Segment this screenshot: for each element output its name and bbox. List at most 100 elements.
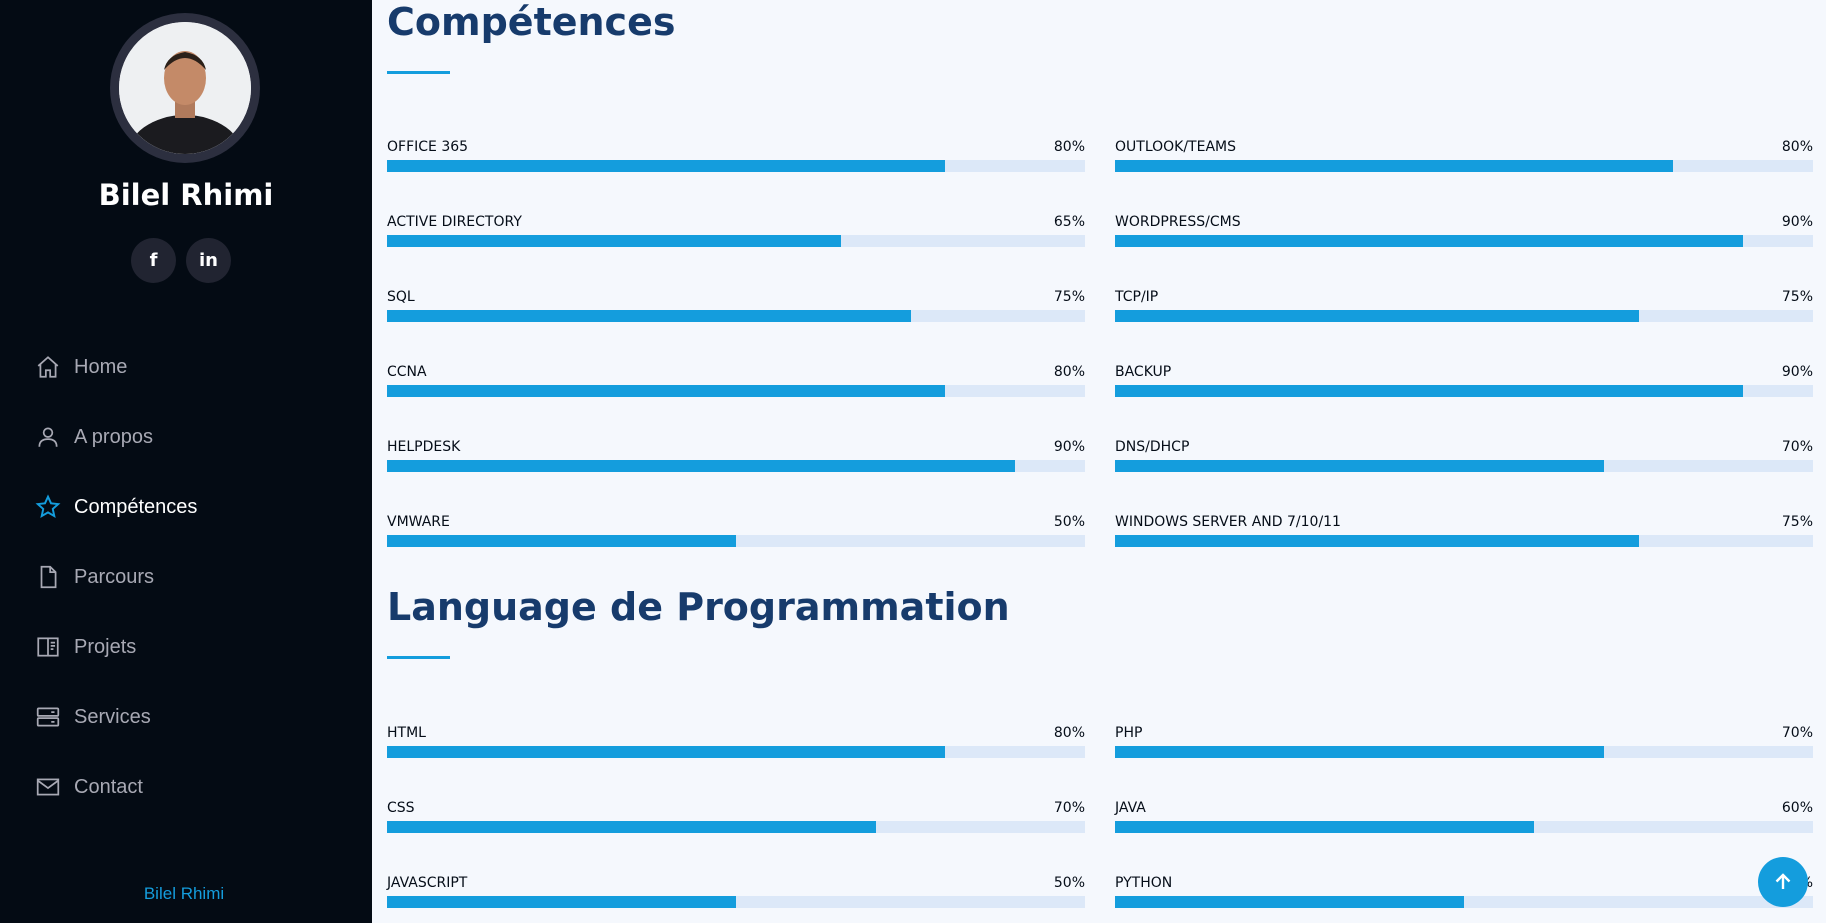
book-icon [34, 633, 62, 661]
nav-item-home[interactable]: Home [34, 332, 197, 402]
skill-name: HELPDESK [387, 439, 461, 455]
skill-name: HTML [387, 725, 426, 741]
skill-name: TCP/IP [1115, 289, 1159, 305]
progress-bar [387, 235, 841, 247]
skill-label: HELPDESK 90% [387, 439, 1085, 455]
skill-percent: 50% [1053, 875, 1085, 891]
progress-bar [1115, 896, 1464, 908]
skill-percent: 90% [1053, 439, 1085, 455]
progress-track [1115, 235, 1813, 247]
skill-label: PHP 70% [1115, 725, 1813, 741]
skill-label: WINDOWS SERVER AND 7/10/11 75% [1115, 514, 1813, 530]
skill-label: CSS 70% [387, 800, 1085, 816]
progress-track [387, 535, 1085, 547]
nav-item-contact[interactable]: Contact [34, 752, 197, 822]
skills-list: OFFICE 365 80% OUTLOOK/TEAMS 80% ACTIVE DIRE… [387, 139, 1813, 589]
progress-track [1115, 310, 1813, 322]
progress-track [1115, 160, 1813, 172]
skill-name: BACKUP [1115, 364, 1172, 380]
skill-name: JAVA [1115, 800, 1146, 816]
skill-item: ACTIVE DIRECTORY 65% [387, 214, 1085, 289]
programming-list: HTML 80% PHP 70% CSS 70% JAVA 60% JAVASCRIPT 50% P… [387, 725, 1813, 923]
skill-item: OUTLOOK/TEAMS 80% [1115, 139, 1813, 214]
skill-percent: 80% [1053, 139, 1085, 155]
progress-bar [1115, 160, 1674, 172]
skill-percent: 70% [1781, 439, 1813, 455]
progress-track [387, 821, 1085, 833]
skill-name: OFFICE 365 [387, 139, 469, 155]
progress-track [1115, 385, 1813, 397]
skill-label: DNS/DHCP 70% [1115, 439, 1813, 455]
section-title-programming: Language de Programmation [387, 585, 1010, 629]
progress-bar [387, 160, 946, 172]
skill-label: JAVA 60% [1115, 800, 1813, 816]
progress-track [387, 896, 1085, 908]
skill-percent: 90% [1781, 214, 1813, 230]
nav-item-a-propos[interactable]: A propos [34, 402, 197, 472]
linkedin-icon[interactable]: in [186, 238, 231, 283]
skill-item: SQL 75% [387, 289, 1085, 364]
profile-photo [119, 22, 251, 154]
skill-item: VMWARE 50% [387, 514, 1085, 589]
file-icon [34, 563, 62, 591]
skill-name: WORDPRESS/CMS [1115, 214, 1241, 230]
nav-item-parcours[interactable]: Parcours [34, 542, 197, 612]
skill-item: HTML 80% [387, 725, 1085, 800]
skill-percent: 50% [1053, 514, 1085, 530]
skill-percent: 80% [1053, 364, 1085, 380]
progress-track [387, 160, 1085, 172]
skill-label: CCNA 80% [387, 364, 1085, 380]
skill-name: JAVASCRIPT [387, 875, 468, 891]
section-title-skills: Compétences [387, 0, 676, 44]
skill-label: JAVASCRIPT 50% [387, 875, 1085, 891]
nav-item-services[interactable]: Services [34, 682, 197, 752]
nav-label: Projets [74, 635, 137, 658]
skill-percent: 75% [1053, 289, 1085, 305]
skill-label: OUTLOOK/TEAMS 80% [1115, 139, 1813, 155]
progress-track [1115, 460, 1813, 472]
progress-bar [387, 746, 946, 758]
skill-item: WINDOWS SERVER AND 7/10/11 75% [1115, 514, 1813, 589]
progress-bar [387, 535, 736, 547]
progress-bar [387, 460, 1016, 472]
nav-item-projets[interactable]: Projets [34, 612, 197, 682]
nav-item-competences[interactable]: Compétences [34, 472, 197, 542]
facebook-icon[interactable]: f [131, 238, 176, 283]
avatar [110, 13, 260, 163]
progress-track [1115, 535, 1813, 547]
progress-bar [1115, 821, 1534, 833]
skill-name: PYTHON [1115, 875, 1173, 891]
skill-name: CSS [387, 800, 415, 816]
back-to-top-button[interactable] [1758, 857, 1808, 907]
progress-track [1115, 896, 1813, 908]
nav-label: Compétences [74, 495, 198, 518]
skill-item: CSS 70% [387, 800, 1085, 875]
star-icon [34, 493, 62, 521]
progress-bar [387, 821, 876, 833]
progress-bar [1115, 385, 1744, 397]
envelope-icon [34, 773, 62, 801]
progress-track [387, 310, 1085, 322]
progress-track [1115, 746, 1813, 758]
skill-percent: 60% [1781, 800, 1813, 816]
progress-bar [1115, 460, 1604, 472]
skill-percent: 80% [1053, 725, 1085, 741]
skill-label: ACTIVE DIRECTORY 65% [387, 214, 1085, 230]
skill-percent: 70% [1781, 725, 1813, 741]
skill-percent: 65% [1053, 214, 1085, 230]
progress-bar [1115, 746, 1604, 758]
nav-label: A propos [74, 425, 153, 448]
social-links: f in [131, 238, 231, 283]
title-underline [387, 71, 450, 74]
progress-bar [1115, 535, 1639, 547]
server-icon [34, 703, 62, 731]
progress-bar [387, 385, 946, 397]
skill-percent: 75% [1781, 514, 1813, 530]
skill-label: PYTHON% [1115, 875, 1813, 891]
skill-name: OUTLOOK/TEAMS [1115, 139, 1236, 155]
footer-credit[interactable]: Bilel Rhimi [143, 884, 225, 903]
progress-track [387, 385, 1085, 397]
skill-percent: 90% [1781, 364, 1813, 380]
skill-item: CCNA 80% [387, 364, 1085, 439]
nav-label: Home [74, 355, 128, 378]
